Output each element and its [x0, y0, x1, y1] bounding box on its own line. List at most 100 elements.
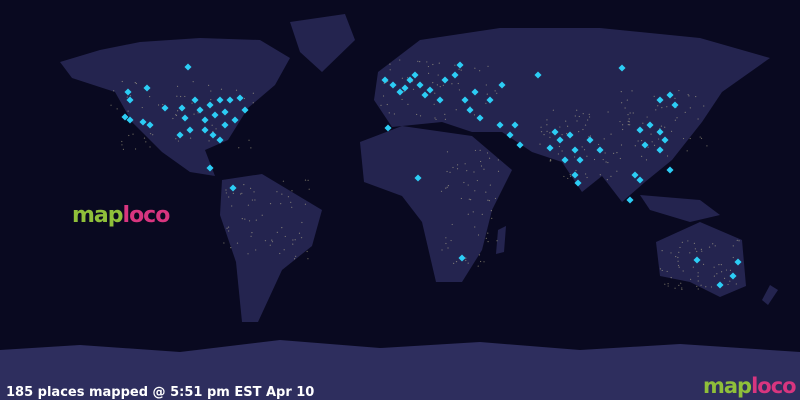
city-light [251, 232, 253, 234]
city-light [175, 114, 178, 117]
city-light [696, 250, 698, 253]
city-light [403, 91, 405, 93]
city-light [460, 197, 462, 200]
city-light [657, 138, 660, 140]
city-light [248, 220, 251, 222]
place-marker [656, 146, 664, 154]
city-light [689, 137, 691, 140]
logo-map: map [72, 203, 123, 228]
place-marker [636, 126, 644, 134]
city-light [437, 74, 439, 76]
city-light [641, 155, 643, 158]
city-light [476, 179, 478, 182]
city-light [283, 249, 285, 251]
city-light [557, 153, 559, 155]
city-light [543, 134, 545, 136]
place-marker [618, 64, 626, 72]
city-light [446, 151, 449, 153]
logo-map: map [703, 374, 752, 398]
city-light [708, 246, 711, 248]
city-light [674, 119, 676, 121]
city-light [581, 146, 583, 148]
city-light [720, 264, 722, 266]
city-light [651, 141, 653, 143]
place-marker [176, 131, 184, 139]
city-light [599, 174, 601, 176]
city-light [393, 113, 396, 115]
city-light [487, 232, 489, 234]
city-light [210, 99, 212, 101]
place-marker [693, 256, 701, 264]
city-light [438, 62, 440, 64]
city-light [220, 88, 223, 90]
city-light [588, 116, 591, 118]
city-light [694, 248, 696, 250]
city-light [486, 152, 489, 154]
city-light [678, 89, 680, 92]
place-marker [456, 61, 464, 69]
city-light [653, 95, 655, 97]
city-light [486, 93, 488, 95]
city-light [473, 171, 475, 173]
city-light [134, 82, 136, 84]
city-light [458, 68, 460, 70]
city-light [666, 106, 668, 108]
city-light [255, 219, 257, 221]
place-marker [441, 76, 449, 84]
city-light [293, 258, 296, 260]
city-light [382, 95, 385, 97]
city-light [176, 95, 178, 97]
city-light [700, 284, 702, 286]
city-light [451, 223, 453, 226]
place-marker [236, 94, 244, 102]
city-light [228, 196, 230, 198]
city-light [240, 193, 242, 195]
place-marker [206, 101, 214, 109]
city-light [110, 104, 112, 106]
city-light [732, 256, 734, 259]
city-light [666, 155, 669, 157]
place-marker [551, 128, 559, 136]
city-light [676, 117, 678, 119]
place-marker [209, 131, 217, 139]
city-light [434, 117, 436, 119]
city-light [569, 175, 572, 177]
city-light [466, 170, 468, 172]
place-marker [546, 144, 554, 152]
place-marker [636, 176, 644, 184]
city-light [616, 152, 618, 154]
city-light [706, 145, 708, 147]
city-light [434, 92, 436, 94]
city-light [666, 270, 668, 273]
africa [360, 126, 512, 282]
place-marker [561, 156, 569, 164]
city-light [191, 102, 193, 104]
city-light [241, 192, 243, 194]
city-light [401, 98, 403, 101]
city-light [464, 163, 466, 165]
city-light [494, 197, 497, 200]
place-marker [121, 113, 129, 121]
city-light [292, 239, 294, 241]
city-light [622, 128, 624, 131]
place-markers [121, 61, 742, 289]
city-light [193, 113, 195, 115]
city-light [549, 159, 552, 161]
city-light [693, 242, 695, 244]
city-light [713, 266, 715, 268]
place-marker [206, 164, 214, 172]
place-marker [231, 116, 239, 124]
city-light [481, 213, 483, 215]
city-light [416, 113, 418, 116]
city-light [496, 240, 498, 242]
place-marker [574, 179, 582, 187]
place-marker [646, 121, 654, 129]
logo-loco: loco [751, 374, 796, 398]
city-light [496, 92, 498, 94]
city-light [585, 173, 587, 175]
city-light [610, 133, 612, 135]
place-marker [414, 174, 422, 182]
city-light [697, 280, 699, 282]
place-marker [139, 118, 147, 126]
